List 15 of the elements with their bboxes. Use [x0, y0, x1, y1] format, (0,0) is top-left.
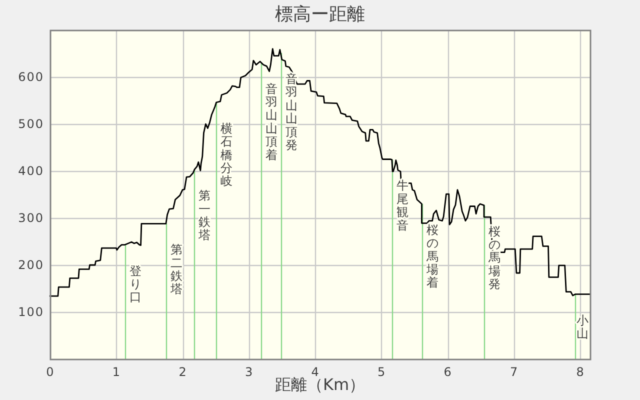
ytick: 500	[18, 117, 44, 131]
xtick: 7	[510, 365, 518, 379]
ytick: 100	[18, 305, 44, 319]
ytick: 200	[18, 258, 44, 272]
xtick: 1	[112, 365, 120, 379]
title: 標高ー距離	[275, 4, 365, 25]
ytick: 400	[18, 164, 44, 178]
xtick: 0	[46, 365, 54, 379]
xtick: 2	[178, 365, 186, 379]
xtick: 3	[244, 365, 253, 379]
ytick: 600	[18, 70, 44, 84]
xtick: 8	[576, 365, 584, 379]
ytick: 300	[18, 211, 44, 225]
xtick: 6	[444, 365, 452, 379]
xtick: 5	[377, 365, 386, 379]
